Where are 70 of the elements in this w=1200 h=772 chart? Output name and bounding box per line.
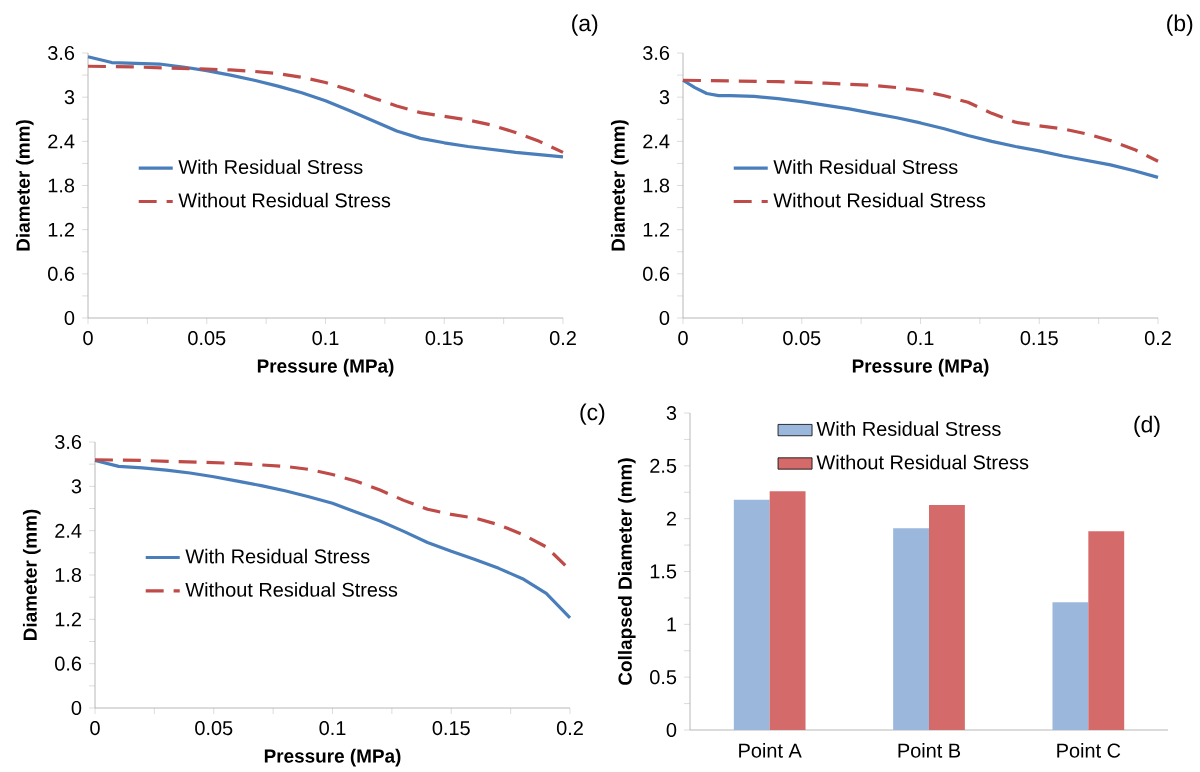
y-axis-title: Diameter (mm) — [22, 509, 41, 640]
y-tick-label: 2.4 — [643, 134, 670, 149]
legend-label: Without Residual Stress — [773, 192, 986, 208]
y-tick-label: 1.8 — [55, 567, 82, 583]
bar — [929, 504, 965, 730]
x-tick-label: 0.2 — [549, 331, 576, 346]
x-tick-label: 0.05 — [783, 331, 821, 346]
legend-label: With Residual Stress — [178, 159, 363, 175]
y-tick-label: 1.2 — [55, 612, 81, 627]
chart-title: (b) — [1167, 14, 1193, 36]
bar — [769, 491, 806, 730]
y-axis-title: Diameter (mm) — [610, 120, 629, 251]
y-tick-label: 1.2 — [48, 222, 74, 237]
x-tick-label: 0.1 — [312, 331, 339, 346]
chart-title: (d) — [1134, 415, 1160, 438]
y-tick-label: 2.4 — [48, 134, 75, 149]
y-axis-title: Collapsed Diameter (mm) — [617, 458, 636, 685]
chart-title: (a) — [572, 14, 598, 36]
bar — [733, 499, 770, 730]
legend-label: Without Residual Stress — [178, 192, 391, 208]
legend-label: Without Residual Stress — [816, 454, 1029, 470]
y-tick-label: 0 — [64, 310, 75, 326]
y-tick-label: 2.4 — [55, 523, 82, 538]
chart-title: (c) — [580, 403, 605, 425]
legend-label: With Residual Stress — [816, 421, 1001, 436]
legend-label: Without Residual Stress — [185, 582, 398, 597]
y-tick-label: 0.6 — [55, 656, 82, 671]
bar — [893, 528, 930, 730]
y-tick-label: 1.2 — [643, 222, 669, 237]
y-tick-label: 0 — [659, 310, 670, 326]
y-tick-label: 3 — [64, 90, 75, 105]
y-tick-label: 3.6 — [48, 45, 75, 61]
bar — [1052, 602, 1089, 730]
y-tick-label: 1.8 — [48, 178, 75, 193]
x-tick-label: 0 — [83, 331, 93, 346]
x-tick-label: 0.15 — [1020, 331, 1058, 346]
x-axis-title: Pressure (MPa) — [852, 358, 989, 377]
x-tick-label: 0.1 — [319, 721, 346, 736]
y-tick-label: 3 — [659, 90, 670, 105]
y-tick-label: 3 — [71, 479, 82, 494]
x-tick-label: Point C — [1057, 743, 1121, 758]
y-tick-label: 3.6 — [55, 434, 82, 450]
x-tick-label: 0 — [678, 331, 688, 346]
y-tick-label: 0.5 — [650, 670, 677, 685]
y-tick-label: 3 — [666, 405, 677, 421]
x-tick-label: 0.05 — [188, 331, 226, 346]
x-tick-label: 0 — [90, 721, 100, 736]
x-axis-title: Pressure (MPa) — [264, 748, 401, 767]
legend-label: With Residual Stress — [185, 548, 370, 564]
x-tick-label: Point B — [898, 743, 961, 758]
x-tick-label: Point A — [739, 743, 802, 758]
y-tick-label: 2.5 — [650, 458, 677, 473]
y-tick-label: 2 — [666, 511, 676, 526]
bar — [1088, 531, 1125, 730]
y-tick-label: 1.8 — [643, 178, 670, 193]
x-axis-title: Pressure (MPa) — [257, 358, 394, 377]
x-tick-label: 0.1 — [907, 331, 934, 346]
x-tick-label: 0.05 — [195, 721, 233, 736]
y-tick-label: 0 — [71, 700, 82, 716]
y-tick-label: 0.6 — [48, 266, 75, 281]
y-tick-label: 1.5 — [650, 564, 677, 579]
x-tick-label: 0.2 — [1144, 331, 1171, 346]
y-tick-label: 0.6 — [643, 266, 670, 281]
legend-label: With Residual Stress — [773, 159, 958, 175]
x-tick-label: 0.15 — [425, 331, 463, 346]
x-tick-label: 0.15 — [432, 721, 470, 736]
x-tick-label: 0.2 — [556, 721, 583, 736]
y-tick-label: 3.6 — [643, 45, 670, 61]
y-axis-title: Diameter (mm) — [15, 120, 34, 251]
y-tick-label: 1 — [667, 617, 677, 632]
